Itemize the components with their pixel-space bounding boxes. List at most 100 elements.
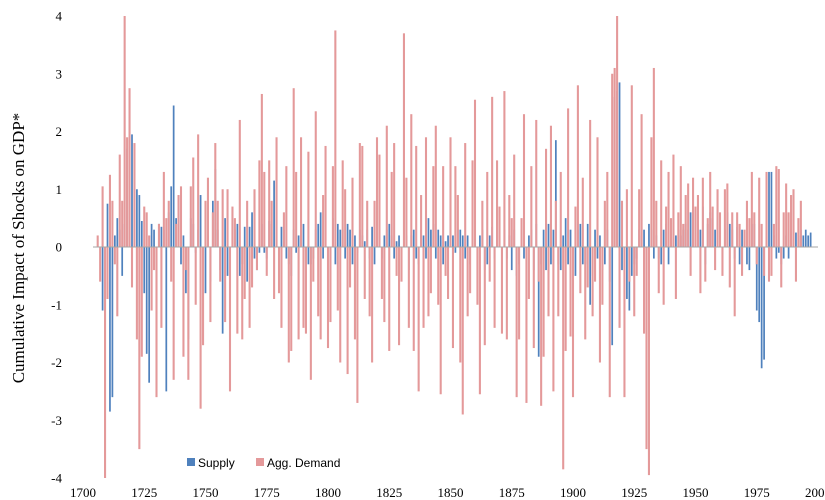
agg-demand-bar-1828 [395,247,398,276]
agg-demand-bar-1890 [547,247,550,317]
supply-bar-1889 [545,247,547,271]
agg-demand-bar-1753 [211,212,214,247]
agg-demand-bar-1963 [726,183,729,247]
supply-bar-1968 [738,247,741,265]
supply-bar-1737 [172,105,175,247]
supply-bar-1848 [444,241,447,247]
agg-demand-bar-1888 [542,247,545,357]
agg-demand-bar-1755 [216,200,219,247]
agg-demand-bar-1827 [393,143,396,247]
x-tick-label: 1825 [376,485,402,500]
agg-demand-bar-1862 [478,247,481,395]
agg-demand-bar-1859 [471,160,474,248]
agg-demand-bar-1773 [260,93,263,248]
agg-demand-bar-1957 [711,206,714,247]
x-tick-label: 1850 [438,485,464,500]
supply-bar-1942 [675,235,677,247]
supply-bar-1888 [542,229,545,247]
agg-demand-bar-1757 [221,189,224,247]
agg-demand-bar-1931 [647,247,650,476]
supply-bar-1805 [339,229,342,247]
agg-demand-bar-1977 [760,223,763,247]
agg-demand-bar-1879 [520,218,523,248]
agg-demand-bar-1865 [486,171,489,247]
agg-demand-bar-1966 [733,247,736,317]
supply-bar-1787 [295,247,298,253]
supply-bar-1978 [763,247,765,360]
agg-demand-bar-1830 [400,247,403,282]
supply-bar-1969 [741,229,743,247]
agg-demand-bar-1988 [787,212,790,247]
agg-demand-bar-1974 [753,212,756,247]
agg-demand-bar-1861 [476,247,479,305]
agg-demand-bar-1809 [349,247,352,288]
agg-demand-bar-1740 [179,186,183,247]
agg-demand-bar-1839 [422,247,425,328]
agg-demand-bar-1872 [503,91,506,247]
agg-demand-bar-1775 [265,247,268,276]
supply-bar-1810 [351,247,354,265]
supply-bar-1931 [648,223,650,247]
agg-demand-bar-1746 [194,247,197,305]
agg-demand-bar-1900 [571,247,575,398]
agg-demand-bar-1978 [763,247,766,276]
supply-bar-1729 [153,229,155,247]
agg-demand-bar-1781 [280,247,283,328]
agg-demand-bar-1725 [143,206,146,247]
agg-demand-bar-1964 [728,247,731,288]
agg-demand-bar-1899 [569,247,572,337]
y-axis-label: Cumulative Impact of Shocks on GDP* [9,113,28,384]
agg-demand-bar-1836 [415,145,418,247]
agg-demand-bar-1831 [402,33,405,247]
agg-demand-bar-1798 [322,195,325,247]
agg-demand-bar-1856 [464,143,467,247]
agg-demand-bar-1728 [150,247,153,311]
agg-demand-bar-1983 [775,166,778,247]
supply-bar-1909 [594,229,596,247]
agg-demand-bar-1812 [356,247,359,403]
agg-demand-bar-1763 [236,247,239,334]
agg-demand-bar-1780 [277,247,281,294]
agg-demand-bar-1837 [417,247,420,392]
agg-demand-bar-1853 [456,195,459,247]
agg-demand-bar-1795 [314,111,317,247]
agg-demand-bar-1845 [437,247,440,305]
legend-swatch-agg-demand [256,458,264,466]
supply-bar-1819 [373,247,376,265]
supply-bar-1898 [567,247,569,265]
supply-bar-1804 [336,223,339,247]
agg-demand-bar-1901 [574,206,577,247]
supply-bar-1904 [581,247,584,265]
agg-demand-bar-1723 [138,247,141,450]
agg-demand-bar-1808 [346,247,349,375]
x-tick-label: 1750 [193,485,219,500]
agg-demand-bar-1743 [187,247,190,380]
agg-demand-bar-1850 [449,137,452,247]
supply-bar-1995 [804,229,807,247]
agg-demand-bar-1788 [297,247,300,340]
agg-demand-bar-1893 [554,200,557,247]
supply-bar-1903 [579,223,582,247]
agg-demand-bar-1903 [579,247,582,294]
agg-demand-bar-1741 [182,247,185,357]
supply-bar-1815 [363,241,366,247]
supply-bar-1769 [251,212,253,247]
agg-demand-bar-1972 [748,218,751,248]
agg-demand-bar-1886 [537,247,540,282]
agg-demand-bar-1818 [371,247,374,363]
agg-demand-bar-1939 [667,171,670,247]
supply-bar-1958 [714,229,716,247]
supply-bar-1835 [412,229,415,247]
supply-bar-1716 [121,247,124,276]
supply-bar-1803 [334,247,337,265]
agg-demand-bar-1857 [466,247,469,317]
supply-bar-1772 [258,247,261,253]
agg-demand-bar-1713 [113,247,116,265]
agg-demand-bar-1785 [290,247,293,351]
agg-demand-bar-1887 [540,247,543,406]
agg-demand-bar-1706 [96,235,99,247]
supply-bar-1952 [699,229,702,247]
agg-demand-bar-1882 [527,247,530,299]
agg-demand-bar-1844 [434,125,437,247]
supply-bar-1714 [116,218,119,248]
